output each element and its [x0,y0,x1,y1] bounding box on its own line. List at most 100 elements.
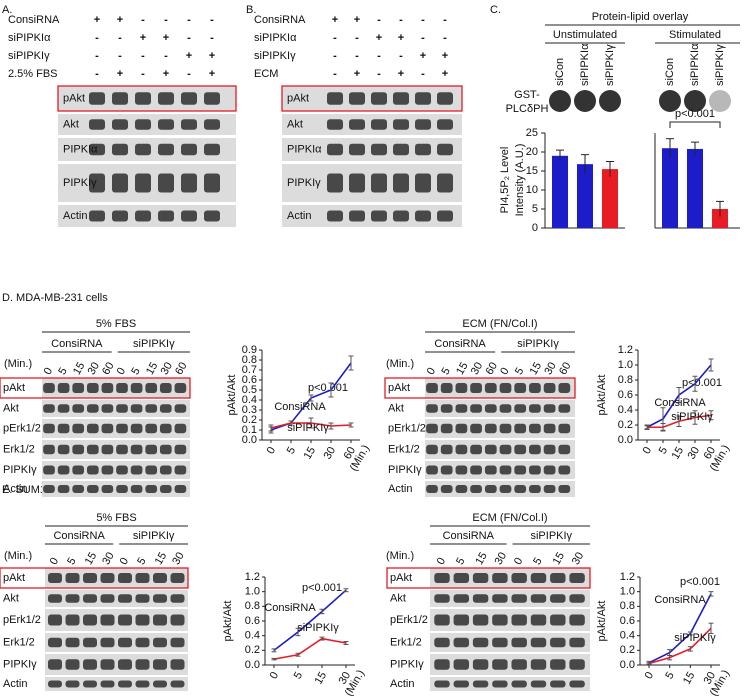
blot-label: Erk1/2 [3,443,35,455]
blot-band [170,659,185,670]
group-label: siPIPKIγ [530,530,572,542]
blot-background [430,677,590,691]
blot-band [437,210,453,222]
x-tick-label: 0 [268,670,281,681]
blot-band [130,485,143,493]
blot-band [170,680,185,688]
blot-band [440,423,453,434]
blot-band [550,680,566,688]
blot-band [453,637,470,648]
panel-header: Protein-lipid overlay [592,11,689,23]
blot-label: pErk1/2 [3,614,41,626]
blot-band [453,659,470,670]
blot-band [550,659,566,670]
blot-band [89,210,105,222]
blot-band [470,423,482,434]
blot-band [492,637,508,648]
blot-band [440,383,453,393]
y-tick-label: 0.0 [618,434,633,446]
blot-band [511,594,527,603]
blot-band [135,659,150,670]
y-tick-label: 0.0 [620,659,635,671]
condition-sign: + [209,50,215,62]
blot-band [118,637,132,648]
blot-band [135,210,151,222]
highlight-box [57,85,237,112]
highlight-box [0,377,191,399]
blot-band [349,143,365,156]
blot-band [472,594,489,603]
lane-label: siCon [664,58,676,86]
blot-band [57,423,70,434]
blot-band [43,444,55,455]
y-axis-label: pAkt/Akt [596,601,608,642]
blot-band [472,680,489,688]
condition-sign: + [398,32,404,44]
blot-band [529,465,541,475]
blot-band [511,680,527,688]
blot-band [453,594,470,603]
condition-sign: + [354,68,360,80]
y-tick-label: 1.2 [618,344,633,356]
blot-band [100,680,115,688]
blot-band [65,680,80,688]
time-label: (Min.) [4,358,32,370]
bar [577,164,593,228]
blot-band [159,383,172,393]
blot-label: Actin [3,483,27,495]
blot-band [327,143,343,156]
blot-band [470,444,482,455]
blot-band [174,404,187,413]
panel-label: B. [246,4,256,16]
x-tick-label: 15 [313,670,330,687]
blot-band [86,383,99,393]
condition-sign: - [95,32,99,44]
blot-label: pAkt [390,572,412,584]
x-tick-label: 30 [702,670,719,687]
condition-sign: + [163,32,169,44]
blot-band [89,143,105,156]
condition-sign: + [376,32,382,44]
group-label: ConsiRNA [53,530,105,542]
blot-background [45,568,188,588]
time-point: 60 [557,360,574,377]
time-point: 5 [135,556,148,567]
blot-band [426,485,438,493]
blot-label: Akt [63,118,79,130]
blot-background [45,590,188,607]
condition-sign: + [117,14,123,26]
time-point: 30 [86,360,103,377]
blot-band [181,92,197,105]
blot-band [415,210,431,222]
time-point: 0 [425,366,438,377]
condition-sign: - [443,32,447,44]
bar [712,209,728,228]
condition-sign: + [209,68,215,80]
blot-band [72,383,85,393]
time-point: 30 [570,550,587,567]
blot-band [48,637,62,648]
time-point: 5 [513,366,526,377]
time-point: 15 [454,360,471,377]
blot-band [550,637,566,648]
x-tick-label: 15 [681,670,698,687]
blot-band [514,444,527,455]
blot-band [158,92,174,105]
blot-band [116,404,128,413]
blot-background [45,654,188,675]
blot-band [499,423,512,434]
y-tick-label: 0.4 [620,630,635,642]
blot-band [181,143,197,156]
blot-band [145,444,158,455]
condition-label: siPIPKIγ [8,50,50,62]
blot-band [57,465,70,475]
blot-band [116,423,128,434]
highlight-box [386,567,591,589]
y-tick-label: 0.8 [618,374,633,386]
blot-band [83,659,97,670]
group-label: ConsiRNA [443,530,495,542]
condition-sign: + [163,68,169,80]
blot-band [135,143,151,156]
blot-band [437,173,453,193]
